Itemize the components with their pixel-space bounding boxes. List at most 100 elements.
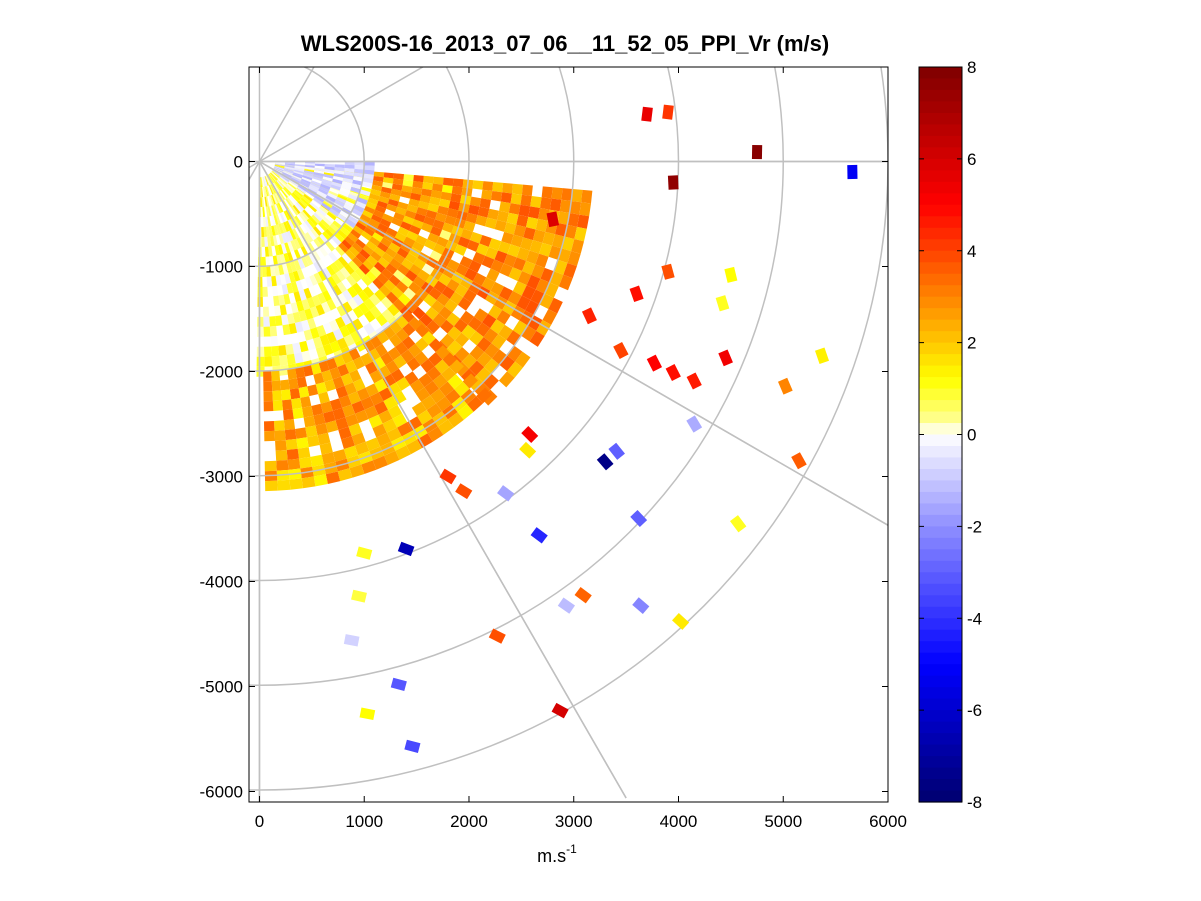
velocity-cell (324, 169, 335, 174)
velocity-cell (428, 338, 443, 353)
velocity-cell (257, 296, 264, 307)
velocity-cell (391, 217, 403, 227)
velocity-cell (542, 309, 558, 325)
velocity-cell (308, 252, 318, 264)
velocity-cell (364, 169, 375, 175)
velocity-cell (314, 165, 325, 170)
velocity-cell (302, 233, 311, 245)
velocity-cell (318, 188, 329, 196)
colorbar-band (919, 790, 962, 803)
range-gate (488, 628, 506, 644)
velocity-cell (317, 292, 327, 305)
velocity-cell (377, 365, 391, 379)
colorbar-band (919, 296, 962, 309)
velocity-cell (286, 230, 294, 242)
velocity-cell (331, 273, 342, 285)
velocity-cell (402, 179, 414, 187)
velocity-cell (433, 243, 446, 255)
velocity-cell (567, 212, 580, 227)
colorbar-band (919, 216, 962, 229)
velocity-cell (322, 267, 332, 279)
velocity-cell (312, 197, 323, 206)
velocity-cell (447, 340, 463, 355)
velocity-cell (319, 186, 330, 193)
velocity-cell (435, 212, 447, 223)
velocity-cell (285, 162, 296, 165)
velocity-cell (388, 242, 401, 254)
velocity-cell (274, 193, 281, 203)
velocity-cell (272, 285, 279, 297)
velocity-cell (393, 173, 405, 180)
range-gate (397, 541, 415, 557)
velocity-cell (337, 229, 348, 240)
velocity-cell (327, 276, 337, 288)
velocity-cell (271, 380, 282, 392)
velocity-cell (506, 330, 522, 346)
velocity-cell (271, 171, 280, 179)
velocity-cell (289, 478, 303, 490)
velocity-cell (507, 361, 523, 378)
velocity-cell (318, 391, 330, 404)
colorbar-tick-label: 6 (967, 150, 976, 169)
velocity-cell (320, 401, 333, 414)
velocity-cell (277, 479, 291, 491)
velocity-cell (514, 351, 531, 368)
velocity-cell (488, 238, 502, 251)
y-tick-label: -6000 (200, 783, 243, 802)
colorbar-band (919, 147, 962, 160)
velocity-cell (261, 197, 265, 208)
velocity-cell (311, 178, 322, 184)
velocity-cell (263, 316, 270, 327)
velocity-cell (392, 413, 408, 428)
velocity-cell (345, 218, 357, 229)
x-tick-label: 5000 (764, 812, 802, 831)
velocity-cell (475, 322, 491, 338)
velocity-cell (571, 239, 584, 254)
velocity-cell (360, 396, 375, 410)
velocity-cell (370, 189, 382, 197)
velocity-cell (375, 343, 388, 357)
velocity-cell (275, 275, 282, 286)
velocity-cell (335, 245, 346, 257)
velocity-cell (499, 355, 515, 372)
velocity-cell (563, 263, 577, 279)
colorbar-tick-label: 0 (967, 426, 976, 445)
velocity-cell (438, 273, 452, 287)
velocity-cell (325, 241, 336, 252)
velocity-cell (282, 399, 293, 411)
velocity-cell (353, 176, 364, 182)
velocity-cell (281, 188, 290, 198)
range-gate (646, 354, 663, 372)
velocity-cell (359, 248, 371, 260)
velocity-cell (286, 448, 300, 460)
velocity-cell (326, 331, 337, 344)
colorbar-band (919, 675, 962, 688)
velocity-cell (465, 212, 478, 224)
colorbar-band (919, 308, 962, 321)
velocity-cell (334, 167, 345, 172)
velocity-cell (273, 193, 280, 204)
velocity-cell (291, 176, 302, 182)
velocity-cell (351, 318, 364, 331)
velocity-cell (273, 167, 283, 173)
velocity-cell (264, 196, 268, 207)
velocity-cell (298, 289, 307, 301)
range-gate (751, 144, 763, 160)
velocity-cell (441, 286, 455, 300)
velocity-cell (314, 195, 325, 203)
velocity-cell (287, 208, 295, 219)
velocity-cell (293, 238, 301, 250)
velocity-cell (295, 366, 306, 379)
velocity-cell (341, 239, 352, 250)
velocity-cell (279, 176, 289, 184)
velocity-cell (275, 180, 283, 190)
velocity-cell (358, 302, 370, 315)
colorbar-band (919, 319, 962, 332)
velocity-cell (422, 182, 434, 191)
velocity-cell (289, 229, 297, 241)
velocity-cell (336, 292, 348, 305)
velocity-cell (472, 180, 484, 190)
colorbar-band (919, 204, 962, 217)
velocity-cell (353, 172, 365, 178)
